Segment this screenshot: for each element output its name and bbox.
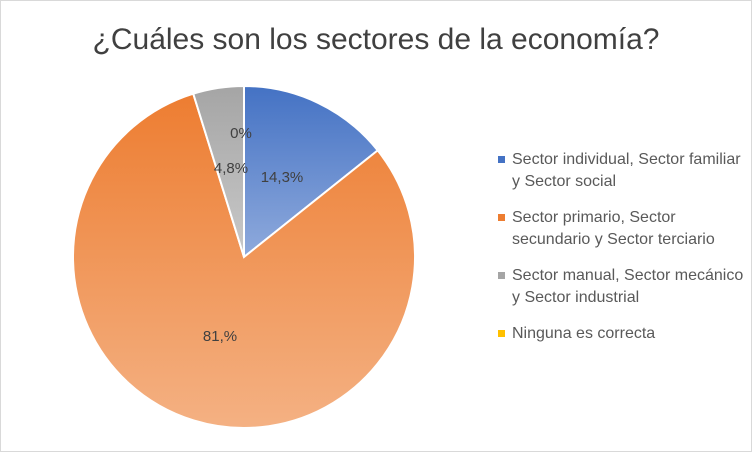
- legend-item-individual: Sector individual, Sector familiar y Sec…: [498, 149, 748, 193]
- legend-label-ninguna: Ninguna es correcta: [512, 325, 656, 342]
- data-label-individual: 14,3%: [261, 169, 304, 186]
- legend-label-individual: Sector individual, Sector familiar y Sec…: [512, 151, 741, 190]
- legend-swatch-individual: [498, 156, 505, 163]
- legend-label-manual: Sector manual, Sector mecánico y Sector …: [512, 267, 744, 306]
- chart-title: ¿Cuáles son los sectores de la economía?: [92, 23, 660, 56]
- pie-slice-primario: [72, 92, 416, 429]
- data-label-manual: 4,8%: [214, 160, 248, 177]
- data-label-ninguna: 0%: [230, 125, 252, 142]
- legend-item-primario: Sector primario, Sector secundario y Sec…: [498, 207, 748, 251]
- pie-slice-manual: [192, 84, 245, 258]
- legend-swatch-primario: [498, 214, 505, 221]
- legend: Sector individual, Sector familiar y Sec…: [498, 149, 748, 359]
- legend-swatch-manual: [498, 272, 505, 279]
- legend-item-manual: Sector manual, Sector mecánico y Sector …: [498, 265, 748, 309]
- legend-label-primario: Sector primario, Sector secundario y Sec…: [512, 209, 715, 248]
- data-label-primario: 81,%: [203, 328, 237, 345]
- legend-item-ninguna: Ninguna es correcta: [498, 323, 748, 345]
- legend-swatch-ninguna: [498, 330, 505, 337]
- pie-slice-individual: [243, 84, 380, 260]
